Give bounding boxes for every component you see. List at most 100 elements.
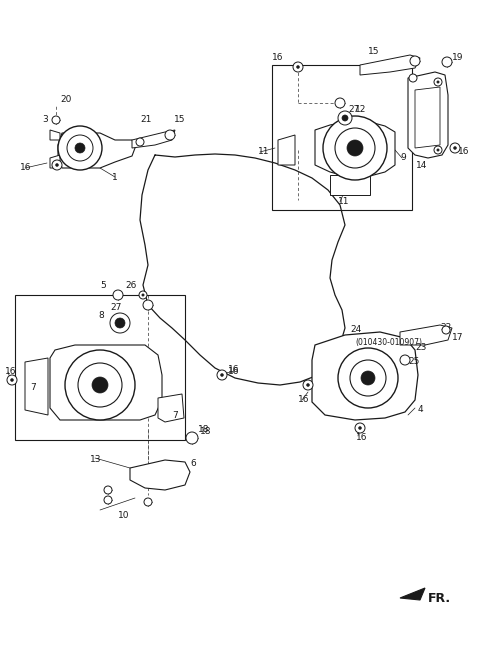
Circle shape — [7, 375, 17, 385]
Circle shape — [307, 384, 310, 386]
Polygon shape — [360, 55, 420, 75]
Text: 4: 4 — [418, 405, 424, 415]
Circle shape — [165, 130, 175, 140]
Text: 6: 6 — [190, 459, 196, 468]
Circle shape — [52, 116, 60, 124]
Circle shape — [293, 62, 303, 72]
Circle shape — [359, 426, 361, 430]
Circle shape — [144, 498, 152, 506]
Polygon shape — [50, 345, 162, 420]
Polygon shape — [158, 394, 184, 422]
Circle shape — [454, 146, 456, 150]
Circle shape — [434, 146, 442, 154]
Circle shape — [104, 496, 112, 504]
Text: 16: 16 — [228, 365, 240, 375]
Polygon shape — [130, 460, 190, 490]
Text: 22: 22 — [440, 323, 451, 333]
Text: 16: 16 — [298, 396, 310, 405]
Polygon shape — [315, 122, 395, 176]
Circle shape — [400, 355, 410, 365]
Circle shape — [11, 379, 13, 382]
Circle shape — [434, 78, 442, 86]
Text: 14: 14 — [416, 161, 427, 169]
Circle shape — [56, 163, 59, 167]
Text: 7: 7 — [172, 411, 178, 419]
Circle shape — [104, 486, 112, 494]
Text: 16: 16 — [5, 367, 16, 377]
Circle shape — [139, 291, 147, 299]
Circle shape — [361, 371, 375, 385]
Circle shape — [297, 66, 300, 68]
Circle shape — [110, 313, 130, 333]
Circle shape — [75, 143, 85, 153]
Polygon shape — [58, 133, 135, 168]
Circle shape — [347, 140, 363, 156]
Text: 19: 19 — [452, 52, 464, 62]
Polygon shape — [400, 325, 452, 345]
Bar — [272, 65, 412, 210]
Text: 18: 18 — [198, 426, 209, 434]
Text: (010430-010907): (010430-010907) — [355, 337, 422, 346]
Polygon shape — [50, 155, 60, 168]
Text: 18: 18 — [200, 428, 212, 436]
Text: 27: 27 — [348, 106, 360, 115]
Polygon shape — [50, 130, 60, 140]
Text: 16: 16 — [20, 163, 32, 173]
Circle shape — [65, 350, 135, 420]
Circle shape — [217, 370, 227, 380]
Circle shape — [92, 377, 108, 393]
Text: 15: 15 — [174, 115, 185, 125]
Circle shape — [409, 74, 417, 82]
Polygon shape — [330, 175, 370, 195]
Text: 25: 25 — [408, 358, 420, 367]
Circle shape — [52, 160, 62, 170]
Text: 2: 2 — [302, 380, 308, 390]
Text: 11: 11 — [258, 148, 269, 157]
Circle shape — [142, 294, 144, 297]
Circle shape — [113, 290, 123, 300]
Text: 16: 16 — [356, 434, 368, 443]
Circle shape — [355, 423, 365, 433]
Text: 13: 13 — [90, 455, 101, 464]
Text: 26: 26 — [125, 281, 136, 289]
Circle shape — [410, 56, 420, 66]
Circle shape — [335, 128, 375, 168]
Text: 9: 9 — [400, 154, 406, 163]
Circle shape — [143, 300, 153, 310]
Circle shape — [335, 98, 345, 108]
Circle shape — [58, 126, 102, 170]
Circle shape — [136, 138, 144, 146]
Text: 16: 16 — [272, 52, 284, 62]
Circle shape — [323, 116, 387, 180]
Circle shape — [442, 57, 452, 67]
Text: 10: 10 — [118, 510, 130, 520]
Text: 16: 16 — [458, 148, 469, 157]
Bar — [15, 295, 185, 440]
Circle shape — [442, 326, 450, 334]
Circle shape — [437, 149, 439, 151]
Circle shape — [303, 380, 313, 390]
Text: 20: 20 — [60, 96, 72, 104]
Circle shape — [338, 111, 352, 125]
Circle shape — [186, 432, 198, 444]
Text: 11: 11 — [338, 197, 349, 207]
Circle shape — [115, 318, 125, 328]
Circle shape — [67, 135, 93, 161]
Text: 27: 27 — [110, 302, 121, 312]
Text: 17: 17 — [452, 333, 464, 342]
Text: 3: 3 — [42, 115, 48, 125]
Text: 24: 24 — [350, 325, 361, 335]
Text: 7: 7 — [30, 384, 36, 392]
Circle shape — [338, 348, 398, 408]
Text: 5: 5 — [100, 281, 106, 289]
Circle shape — [220, 373, 224, 377]
Polygon shape — [312, 332, 418, 420]
Circle shape — [350, 360, 386, 396]
Text: 1: 1 — [112, 173, 118, 182]
Text: 12: 12 — [355, 106, 366, 115]
Text: 16: 16 — [228, 367, 240, 377]
Polygon shape — [132, 130, 175, 148]
Polygon shape — [400, 588, 425, 600]
Text: FR.: FR. — [428, 592, 451, 604]
Circle shape — [78, 363, 122, 407]
